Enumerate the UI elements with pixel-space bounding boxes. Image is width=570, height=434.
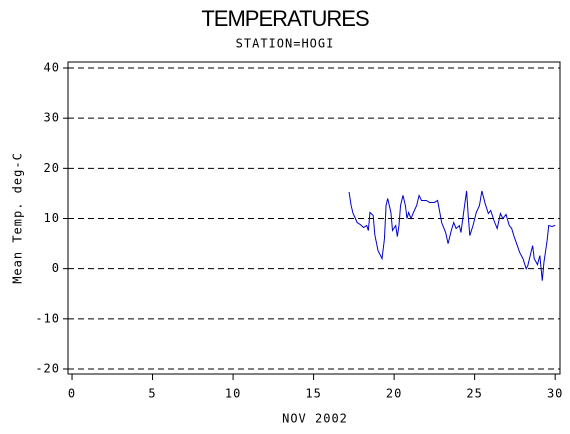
y-tick-label: 20 xyxy=(44,161,60,175)
x-tick-label: 15 xyxy=(305,387,321,401)
y-tick-label: 30 xyxy=(44,111,60,125)
y-tick-label: -20 xyxy=(35,361,60,375)
x-tick-label: 30 xyxy=(547,387,563,401)
x-axis-label: NOV 2002 xyxy=(282,412,348,426)
x-tick-label: 20 xyxy=(386,387,402,401)
plot-frame xyxy=(67,61,561,375)
x-tick-label: 0 xyxy=(68,387,76,401)
y-tick-label: 0 xyxy=(52,261,60,275)
chart-title: TEMPERATURES xyxy=(201,6,369,31)
chart-subtitle: STATION=HOGI xyxy=(236,37,335,51)
y-axis-label: Mean Temp. deg-C xyxy=(11,152,25,284)
y-tick-label: 40 xyxy=(44,61,60,75)
y-tick-label: 10 xyxy=(44,211,60,225)
x-tick-label: 5 xyxy=(148,387,156,401)
y-tick-label: -10 xyxy=(35,311,60,325)
data-line xyxy=(348,190,556,281)
x-tick-label: 25 xyxy=(466,387,482,401)
x-tick-label: 10 xyxy=(225,387,241,401)
